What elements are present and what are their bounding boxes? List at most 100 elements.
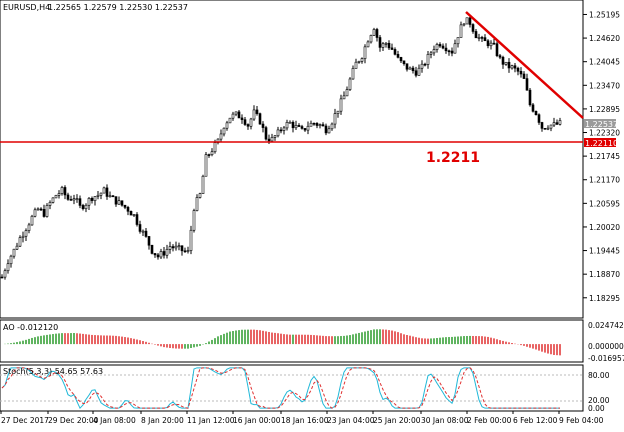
candle-body: [267, 138, 271, 142]
ao-panel-frame: [0, 319, 584, 363]
candle-body: [117, 200, 121, 205]
candle-body: [222, 127, 226, 135]
candle-body: [288, 121, 292, 124]
time-tick-label: 2 Feb 00:00: [467, 416, 512, 425]
level-annotation: 1.2211: [426, 150, 480, 166]
candle-body: [54, 194, 58, 199]
candle-body: [372, 29, 376, 36]
time-axis: 27 Dec 2017 29 Dec 20:004 Jan 08:00 8 Jan …: [0, 411, 604, 425]
candle-body: [462, 23, 466, 26]
candle-body: [501, 56, 505, 65]
candle-body: [21, 235, 25, 238]
candle-body: [258, 113, 262, 125]
time-tick-label: 9 Feb 04:00: [559, 416, 604, 425]
candle-body: [414, 70, 418, 76]
candle-body: [516, 67, 520, 72]
candle-body: [177, 245, 181, 248]
candle-body: [153, 253, 157, 256]
candle-body: [213, 142, 217, 153]
candle-body: [150, 244, 154, 254]
time-tick-label: 29 Dec 20:00: [48, 416, 99, 425]
candle-body: [3, 270, 7, 278]
ao-histogram: [4, 329, 561, 356]
candle-body: [498, 55, 502, 58]
candle-body: [276, 129, 280, 137]
candle-body: [285, 122, 289, 129]
candle-body: [69, 199, 73, 201]
candle-body: [66, 194, 70, 200]
candle-body: [405, 63, 409, 70]
trend-line[interactable]: [465, 11, 584, 119]
candle-body: [378, 37, 382, 48]
candle-body: [546, 127, 550, 130]
candle-body: [519, 70, 523, 75]
candle-body: [384, 42, 388, 45]
candle-body: [78, 198, 82, 206]
ao-tick-zero: 0.000000: [588, 342, 624, 351]
price-panel-frame: [0, 0, 584, 319]
candle-body: [318, 124, 322, 126]
candle-body: [159, 251, 163, 258]
candle-body: [264, 127, 268, 140]
current-price-tag: 1.22537: [585, 120, 618, 129]
candle-body: [336, 110, 340, 114]
time-tick-label: 16 Jan 00:00: [233, 416, 281, 425]
candle-body: [261, 123, 265, 128]
candle-body: [99, 192, 103, 196]
candle-body: [408, 67, 412, 70]
stoch-label: Stoch(5,3,3) 54.65 57.63: [3, 367, 103, 376]
candle-body: [309, 122, 313, 127]
candle-body: [279, 129, 283, 132]
candle-body: [255, 109, 259, 114]
ao-tick-bottom: -0.016957: [588, 354, 624, 363]
candles-layer: [0, 14, 562, 280]
candle-body: [234, 111, 238, 115]
candle-body: [162, 251, 166, 256]
candle-body: [228, 117, 232, 124]
price-tick-label: 1.20020: [589, 223, 620, 232]
candle-body: [81, 205, 85, 210]
price-tick-label: 1.24620: [589, 34, 620, 43]
price-tick-label: 1.25195: [589, 10, 620, 19]
candle-body: [135, 214, 139, 225]
candle-body: [537, 114, 541, 123]
candle-body: [90, 198, 94, 201]
candle-body: [330, 123, 334, 130]
candle-body: [240, 117, 244, 120]
ao-label: AO -0.012120: [3, 323, 58, 332]
candle-body: [129, 210, 133, 216]
candle-body: [402, 60, 406, 64]
candle-body: [111, 195, 115, 198]
candle-body: [426, 54, 430, 65]
candle-body: [93, 196, 97, 201]
candle-body: [9, 255, 13, 265]
candle-body: [489, 42, 493, 47]
price-axis: 1.25195 1.24620 1.24045 1.23470 1.22895 1.223…: [583, 10, 620, 303]
candle-body: [231, 113, 235, 119]
candle-body: [30, 215, 34, 226]
candle-body: [183, 250, 187, 253]
candle-body: [420, 63, 424, 69]
candle-body: [189, 229, 193, 251]
price-tick-label: 1.18870: [589, 270, 620, 279]
time-tick-label: 25 Jan 20:00: [373, 416, 421, 425]
candle-body: [345, 89, 349, 97]
candle-body: [315, 123, 319, 126]
candle-body: [120, 200, 124, 206]
candle-body: [507, 61, 511, 69]
price-tick-label: 1.22320: [589, 129, 620, 138]
candle-body: [45, 205, 49, 217]
candle-body: [417, 67, 421, 76]
candle-body: [474, 31, 478, 39]
candle-body: [186, 250, 190, 252]
candle-body: [528, 89, 532, 106]
candle-body: [156, 254, 160, 258]
candle-body: [219, 133, 223, 140]
candle-body: [198, 193, 202, 198]
candle-body: [168, 246, 172, 250]
candle-body: [42, 209, 46, 217]
candle-body: [312, 122, 316, 125]
time-tick-label: 27 Dec 2017: [1, 416, 49, 425]
level-tag: 1.22110: [585, 139, 618, 148]
